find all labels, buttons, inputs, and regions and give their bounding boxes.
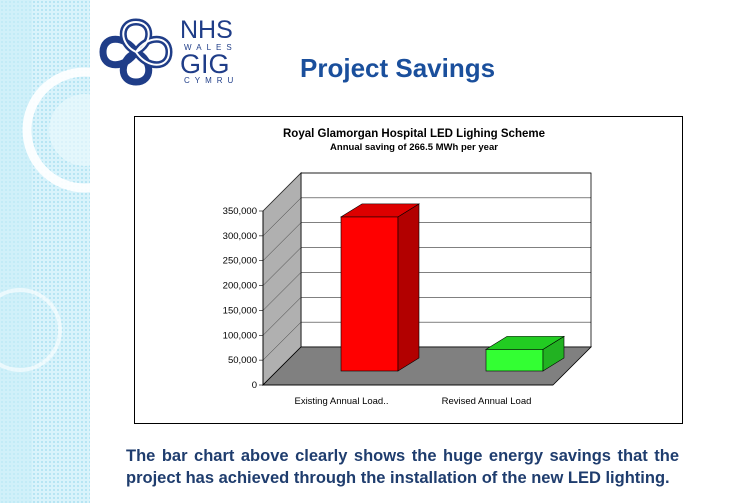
decorative-side-strip xyxy=(0,0,90,503)
side-gridline xyxy=(262,272,302,311)
nhs-wales-logo-icon xyxy=(99,18,173,86)
side-gridline xyxy=(262,297,302,336)
y-tick-label: 300,000 xyxy=(223,231,257,242)
chart-container: Royal Glamorgan Hospital LED Lighing Sch… xyxy=(134,116,683,424)
caption-text: The bar chart above clearly shows the hu… xyxy=(126,447,679,487)
y-tick-label: 350,000 xyxy=(223,206,257,217)
side-gridline xyxy=(262,172,302,212)
slide-title: Project Savings xyxy=(300,53,496,83)
organisation-wordmark: NHS WALES GIG CYMRU xyxy=(180,16,239,86)
side-gridline xyxy=(262,321,302,361)
bar-chart: Royal Glamorgan Hospital LED Lighing Sch… xyxy=(223,128,592,407)
y-tick-label: 100,000 xyxy=(223,330,257,341)
x-tick-label: Existing Annual Load.. xyxy=(294,396,388,407)
side-gridline xyxy=(262,197,302,237)
side-gridline xyxy=(262,247,302,286)
plot-area: 0 50,000 100,000 150,000 200,000 250,000 300,0… xyxy=(223,172,592,407)
y-tick-label: 200,000 xyxy=(223,281,257,292)
org-wales: WALES xyxy=(184,43,237,52)
bar-front xyxy=(485,349,544,372)
chart-title: Royal Glamorgan Hospital LED Lighing Sch… xyxy=(283,128,545,140)
org-nhs: NHS xyxy=(180,16,233,44)
bar-top xyxy=(339,203,421,218)
y-tick-label: 250,000 xyxy=(223,256,257,267)
chart-subtitle: Annual saving of 266.5 MWh per year xyxy=(330,142,498,153)
y-tick-label: 150,000 xyxy=(223,305,257,316)
x-tick-label: Revised Annual Load xyxy=(442,396,532,407)
bar-top xyxy=(484,336,566,350)
bar-front xyxy=(340,216,399,372)
y-tick-label: 0 xyxy=(252,380,257,391)
y-tick-label: 50,000 xyxy=(228,355,257,366)
org-gig: GIG xyxy=(180,49,230,79)
bar-side xyxy=(397,203,420,372)
org-cymru: CYMRU xyxy=(184,76,239,85)
decorative-background xyxy=(0,0,90,503)
side-gridline xyxy=(262,222,302,261)
